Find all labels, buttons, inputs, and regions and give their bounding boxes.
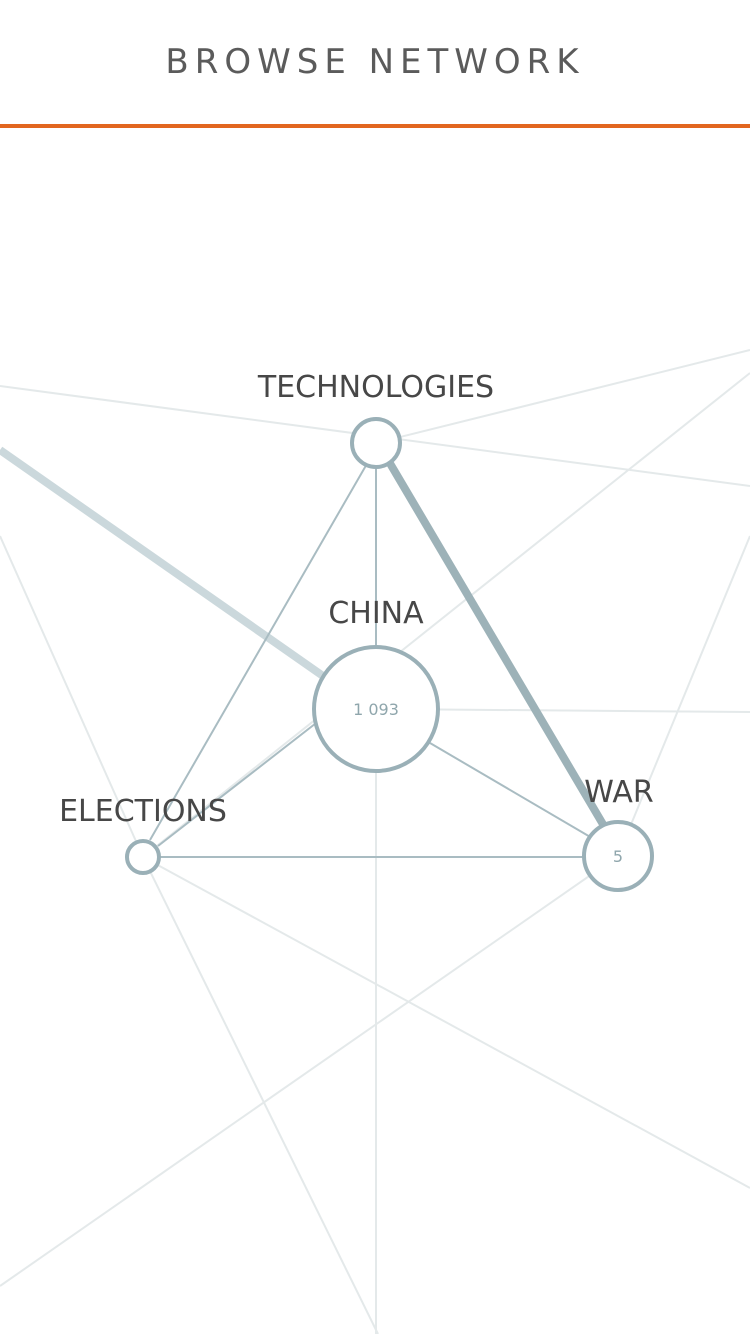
network-edge (142, 372, 750, 858)
edge-technologies-elections (149, 461, 369, 841)
node-label: ELECTIONS (59, 794, 227, 829)
page-title: BROWSE NETWORK (165, 42, 585, 82)
node-elections[interactable]: ELECTIONS (59, 794, 227, 875)
node-circle[interactable] (350, 417, 402, 469)
node-label: TECHNOLOGIES (257, 370, 494, 405)
node-china[interactable]: CHINA 1 093 (312, 596, 440, 773)
node-count: 1 093 (353, 700, 399, 719)
node-label: WAR (584, 775, 653, 810)
node-war[interactable]: WAR 5 (582, 775, 654, 892)
node-circle[interactable] (582, 820, 654, 892)
network-edge (0, 855, 619, 1287)
network-edge (617, 535, 750, 857)
network-edge (142, 856, 379, 1334)
node-circle[interactable] (312, 645, 440, 773)
edge-china-war (429, 742, 593, 839)
network-graph[interactable]: TECHNOLOGIES CHINA 1 093 ELECTIONS WAR 5 (0, 128, 750, 1334)
edge-technologies-war (384, 457, 608, 829)
network-edge-highlight (0, 446, 326, 680)
header-accent-bar (0, 124, 750, 128)
background-edges (0, 349, 750, 1334)
network-edge (375, 349, 750, 444)
edge-china-elections (157, 719, 321, 847)
network-edge (142, 856, 750, 1189)
network-edge (0, 535, 144, 858)
node-count: 5 (613, 847, 623, 866)
header: BROWSE NETWORK (0, 0, 750, 124)
node-circle[interactable] (125, 839, 161, 875)
main-edges (149, 461, 593, 858)
node-technologies[interactable]: TECHNOLOGIES (257, 370, 494, 469)
node-label: CHINA (328, 596, 424, 631)
